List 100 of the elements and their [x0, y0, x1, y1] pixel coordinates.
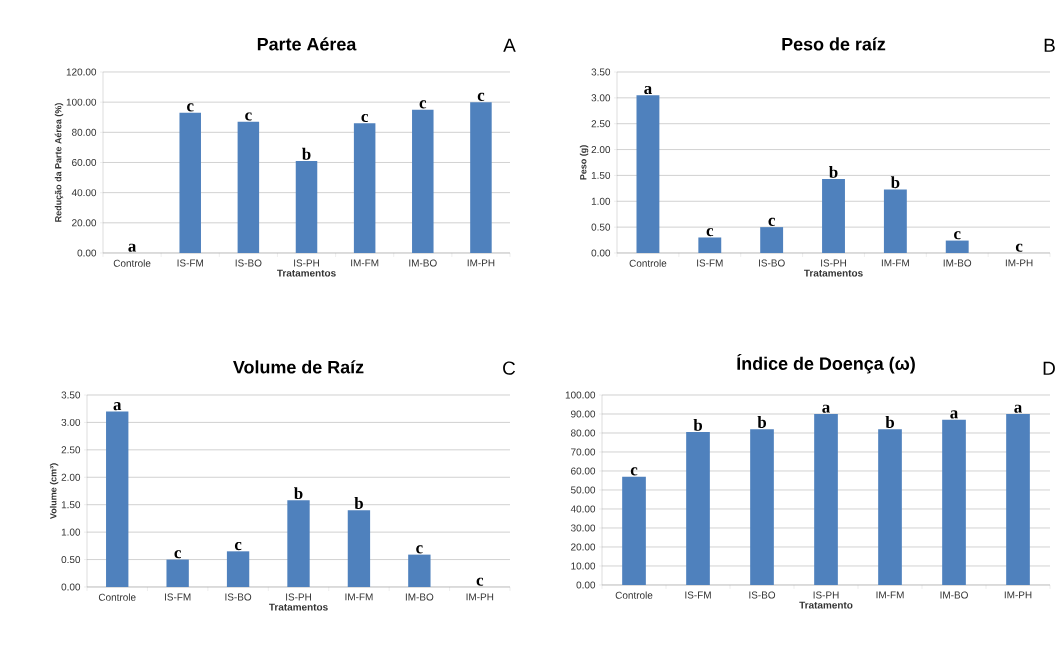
x-tick-label: IS-BO	[759, 259, 785, 267]
bar	[353, 123, 376, 253]
chart-title: Peso de raíz	[782, 37, 886, 51]
y-tick-label: 100.00	[66, 98, 97, 106]
bar	[237, 121, 260, 253]
x-axis-title: Tratamento	[799, 601, 853, 609]
x-tick-label: IS-FM	[685, 591, 711, 599]
bar	[883, 189, 907, 253]
x-tick-label: IM-BO	[409, 259, 437, 267]
annotation: c	[419, 100, 427, 109]
x-tick-label: IM-PH	[467, 259, 495, 267]
annotation: c	[416, 545, 423, 554]
annotation: a	[113, 402, 122, 411]
bar	[686, 432, 710, 585]
annotation: c	[361, 113, 368, 123]
bar	[942, 419, 966, 585]
x-tick-label: IM-PH	[466, 593, 494, 601]
bar	[287, 500, 310, 587]
y-tick-label: 0.00	[576, 581, 596, 589]
x-tick-label: IS-FM	[177, 259, 203, 267]
text: A	[503, 38, 516, 52]
annotation: a	[128, 243, 137, 252]
annotation: c	[768, 217, 775, 226]
x-tick-label: Controle	[629, 259, 667, 267]
bar	[166, 559, 189, 587]
bar	[698, 237, 722, 253]
y-tick-label: 0.00	[591, 249, 611, 257]
bar	[822, 179, 845, 253]
annotation: a	[822, 404, 830, 413]
bar	[1006, 413, 1030, 585]
annotation: b	[302, 147, 311, 160]
x-tick-label: IS-PH	[821, 259, 846, 267]
bar	[412, 109, 434, 253]
annotation: b	[693, 418, 703, 431]
y-tick-label: 0.00	[61, 583, 81, 591]
bar	[295, 160, 318, 253]
x-tick-label: IS-BO	[225, 593, 252, 601]
x-tick-label: IS-PH	[286, 593, 311, 601]
x-tick-label: IM-PH	[1004, 591, 1032, 599]
bar	[814, 413, 838, 585]
bar	[878, 429, 902, 585]
y-tick-label: 50.00	[570, 486, 596, 494]
y-tick-label: 20.00	[72, 219, 97, 227]
annotation: b	[294, 487, 303, 500]
y-axis-title: Peso (g)	[579, 145, 589, 180]
y-tick-label: 120.00	[66, 68, 97, 76]
x-tick-label: IM-FM	[345, 593, 373, 601]
y-tick-label: 2.50	[61, 446, 81, 454]
y-tick-label: 80.00	[72, 128, 97, 136]
y-tick-label: 3.50	[61, 391, 81, 399]
x-axis-title: Tratamentos	[277, 269, 336, 277]
x-tick-label: IM-FM	[881, 259, 909, 267]
chart-title: Parte Aérea	[257, 37, 357, 51]
y-tick-label: 0.50	[61, 556, 81, 564]
y-tick-label: 2.00	[591, 146, 611, 154]
x-tick-label: IS-FM	[697, 259, 723, 267]
x-tick-label: Controle	[113, 259, 151, 267]
bar	[760, 227, 784, 253]
y-tick-label: 30.00	[570, 524, 596, 532]
x-tick-label: IM-PH	[1005, 259, 1033, 267]
annotation: c	[234, 541, 242, 551]
x-tick-label: IM-BO	[943, 259, 972, 267]
y-tick-label: 100.00	[565, 391, 596, 399]
y-tick-label: 10.00	[571, 562, 596, 570]
annotation: b	[829, 165, 838, 178]
y-tick-label: 90.00	[571, 410, 596, 418]
annotation: b	[885, 416, 895, 428]
bar	[226, 551, 250, 587]
text: C	[503, 361, 516, 375]
annotation: c	[1015, 243, 1023, 252]
y-tick-label: 60.00	[72, 158, 97, 167]
annotation: a	[950, 410, 958, 419]
chart-title: Volume de Raíz	[233, 360, 364, 374]
y-tick-label: 1.50	[591, 171, 611, 179]
y-tick-label: 1.00	[591, 197, 611, 205]
annotation: b	[890, 176, 900, 189]
y-tick-label: 3.00	[591, 94, 611, 102]
x-tick-label: IM-BO	[405, 593, 434, 601]
annotation: c	[706, 228, 714, 237]
annotation: a	[644, 85, 652, 95]
x-axis-title: Tratamentos	[268, 603, 328, 611]
x-tick-label: Controle	[615, 591, 653, 599]
bar	[622, 476, 646, 585]
bar	[106, 411, 129, 587]
x-tick-label: IS-PH	[294, 259, 319, 267]
y-tick-label: 40.00	[71, 189, 97, 197]
x-tick-label: IM-FM	[876, 591, 904, 599]
annotation: a	[1014, 404, 1022, 413]
x-tick-label: Controle	[98, 593, 136, 601]
annotation: c	[476, 577, 484, 586]
x-tick-label: IS-FM	[165, 593, 191, 601]
y-tick-label: 2.50	[591, 120, 611, 128]
bar	[347, 510, 371, 587]
annotation: c	[477, 92, 485, 101]
y-tick-label: 0.50	[591, 223, 611, 231]
y-tick-label: 80.00	[571, 429, 596, 437]
bar	[636, 95, 660, 253]
annotation: b	[757, 416, 767, 428]
annotation: b	[354, 497, 363, 509]
y-axis-title: Volume (cm³)	[49, 463, 59, 519]
